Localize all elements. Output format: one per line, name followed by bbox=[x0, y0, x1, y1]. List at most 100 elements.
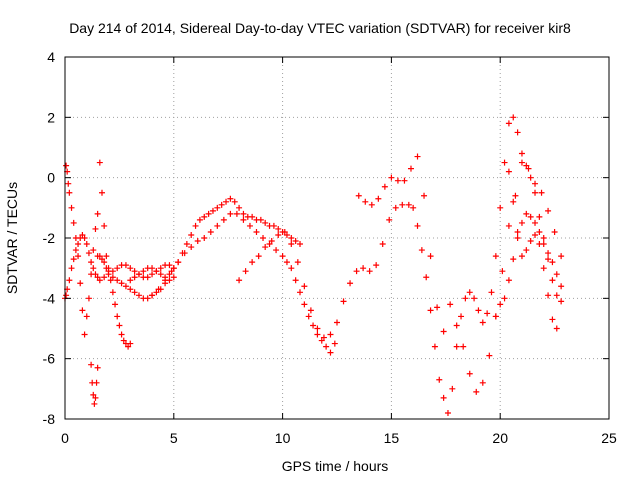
data-point bbox=[207, 228, 214, 235]
data-point bbox=[410, 204, 417, 211]
data-point bbox=[553, 271, 560, 278]
data-point bbox=[518, 253, 525, 260]
data-point bbox=[431, 343, 438, 350]
data-point bbox=[175, 259, 182, 266]
data-point bbox=[240, 210, 247, 217]
data-point bbox=[505, 277, 512, 284]
data-point bbox=[340, 298, 347, 305]
data-point bbox=[505, 168, 512, 175]
data-point bbox=[353, 268, 360, 275]
data-point bbox=[70, 219, 77, 226]
data-point bbox=[466, 370, 473, 377]
data-point bbox=[523, 162, 530, 169]
data-point bbox=[262, 219, 269, 226]
data-point bbox=[523, 247, 530, 254]
data-point bbox=[318, 337, 325, 344]
data-point bbox=[116, 322, 123, 329]
data-point bbox=[301, 283, 308, 290]
data-point bbox=[525, 165, 532, 172]
data-point bbox=[273, 247, 280, 254]
data-point bbox=[268, 238, 275, 245]
data-point bbox=[462, 295, 469, 302]
data-point bbox=[307, 307, 314, 314]
data-point bbox=[549, 277, 556, 284]
data-point bbox=[523, 210, 530, 217]
data-point bbox=[288, 241, 295, 248]
data-point bbox=[545, 250, 552, 257]
data-point bbox=[201, 213, 208, 220]
y-tick-label: -8 bbox=[43, 411, 56, 427]
data-point bbox=[360, 265, 367, 272]
data-point bbox=[233, 210, 240, 217]
data-point bbox=[70, 256, 77, 263]
data-point bbox=[101, 222, 108, 229]
y-tick-label: 0 bbox=[47, 170, 55, 186]
data-point bbox=[453, 343, 460, 350]
data-point bbox=[109, 274, 116, 281]
data-point bbox=[114, 277, 121, 284]
data-point bbox=[545, 207, 552, 214]
data-point bbox=[283, 231, 290, 238]
data-point bbox=[331, 340, 338, 347]
series-trace-g bbox=[236, 201, 417, 341]
x-tick-label: 0 bbox=[61, 430, 69, 446]
data-point bbox=[518, 219, 525, 226]
data-point bbox=[122, 283, 129, 290]
data-point bbox=[540, 235, 547, 241]
data-point bbox=[88, 361, 95, 368]
data-point bbox=[209, 207, 216, 214]
data-point bbox=[236, 204, 243, 211]
x-tick-label: 20 bbox=[492, 430, 508, 446]
series-trace-h bbox=[355, 153, 565, 395]
data-point bbox=[270, 222, 277, 229]
y-tick-label: -4 bbox=[43, 290, 56, 306]
data-point bbox=[466, 289, 473, 296]
data-point bbox=[85, 295, 92, 302]
data-point bbox=[514, 129, 521, 136]
data-point bbox=[242, 268, 249, 275]
data-point bbox=[545, 292, 552, 299]
data-point bbox=[514, 235, 521, 241]
data-point bbox=[122, 262, 129, 269]
data-point bbox=[545, 256, 552, 263]
data-point bbox=[66, 189, 73, 196]
data-point bbox=[405, 201, 412, 208]
data-point bbox=[218, 201, 225, 208]
data-point bbox=[558, 253, 565, 260]
data-point bbox=[355, 192, 362, 199]
data-point bbox=[135, 271, 142, 278]
data-point bbox=[72, 247, 79, 254]
data-point bbox=[427, 253, 434, 260]
data-point bbox=[460, 343, 467, 350]
data-point bbox=[492, 253, 499, 260]
data-point bbox=[166, 262, 173, 269]
data-point bbox=[114, 265, 121, 272]
data-point bbox=[127, 277, 134, 284]
data-point bbox=[105, 268, 112, 275]
data-point bbox=[120, 337, 127, 344]
data-point bbox=[90, 247, 97, 254]
data-point bbox=[305, 313, 312, 320]
data-point bbox=[91, 400, 98, 407]
data-point bbox=[240, 216, 247, 223]
data-point bbox=[399, 201, 406, 208]
data-point bbox=[101, 259, 108, 266]
data-point bbox=[497, 204, 504, 211]
data-point bbox=[92, 394, 99, 401]
data-point bbox=[488, 289, 495, 296]
data-point bbox=[327, 349, 334, 356]
data-point bbox=[314, 325, 321, 332]
data-point bbox=[149, 271, 156, 278]
data-point bbox=[170, 265, 177, 272]
data-point bbox=[427, 307, 434, 314]
data-point bbox=[386, 216, 393, 223]
data-point bbox=[103, 265, 110, 272]
data-point bbox=[157, 271, 164, 278]
x-tick-label: 15 bbox=[384, 430, 400, 446]
data-point bbox=[131, 289, 138, 296]
data-point bbox=[497, 301, 504, 308]
data-point bbox=[236, 277, 243, 284]
data-point bbox=[301, 301, 308, 308]
data-point bbox=[205, 210, 212, 217]
points-layer bbox=[62, 114, 565, 416]
